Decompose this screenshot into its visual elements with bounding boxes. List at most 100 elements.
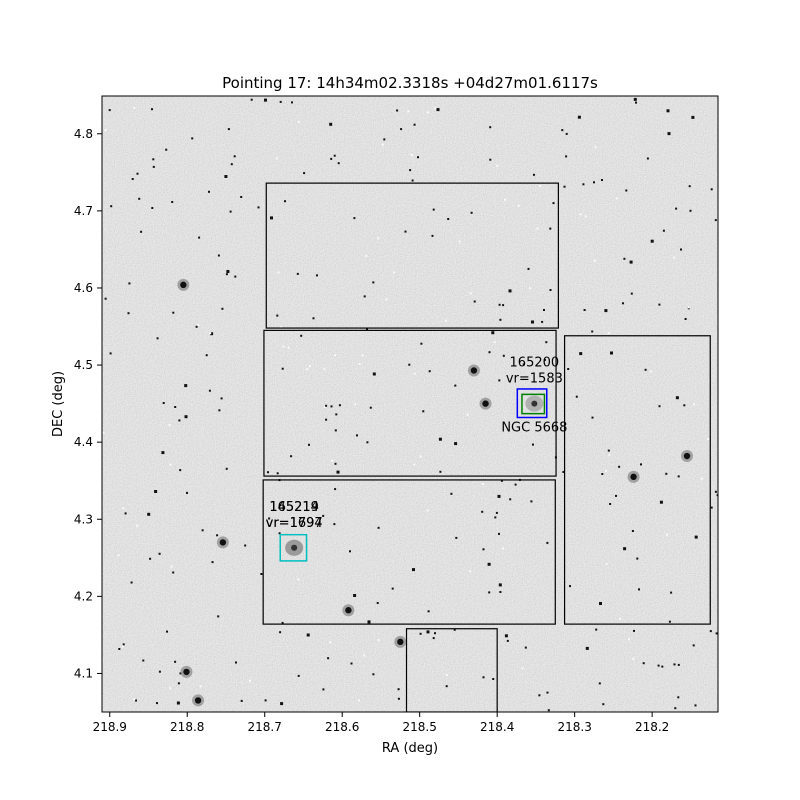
star [666, 109, 670, 113]
star [694, 704, 697, 707]
star [675, 396, 679, 400]
star [522, 363, 525, 366]
star [504, 198, 507, 201]
star [104, 129, 107, 132]
star [138, 197, 141, 200]
star [499, 591, 502, 593]
star [140, 230, 143, 233]
star [426, 630, 430, 634]
star [631, 530, 634, 532]
star [413, 123, 416, 126]
star [493, 341, 496, 344]
star [625, 189, 628, 192]
star [234, 275, 237, 278]
star [176, 701, 180, 705]
bright-star [219, 539, 227, 546]
star [110, 205, 113, 208]
star [361, 354, 364, 357]
star [714, 219, 717, 222]
star [372, 673, 375, 676]
field-rectangle [262, 479, 556, 625]
star [291, 101, 293, 104]
star [365, 254, 368, 257]
star [709, 630, 712, 633]
star [209, 332, 212, 335]
star [504, 634, 508, 638]
star [623, 547, 627, 551]
star [149, 557, 152, 560]
star [506, 639, 509, 642]
star [487, 562, 491, 566]
star [396, 109, 399, 112]
star [658, 303, 661, 306]
star [635, 101, 637, 104]
star [178, 419, 181, 422]
star [546, 691, 549, 694]
star [240, 196, 243, 198]
star [377, 526, 380, 529]
star [184, 384, 188, 388]
star [673, 256, 676, 259]
y-tick-label: 4.4 [74, 435, 93, 449]
star [469, 570, 472, 573]
star [636, 557, 639, 560]
star [453, 628, 456, 631]
star [334, 429, 337, 432]
star [532, 443, 534, 446]
star [279, 631, 282, 634]
star [174, 660, 177, 663]
star [628, 638, 630, 641]
star [498, 532, 500, 535]
star [488, 591, 491, 594]
star [577, 115, 581, 119]
star [610, 351, 613, 355]
star [565, 155, 568, 158]
star [689, 209, 692, 212]
bright-star [482, 400, 489, 407]
star [496, 164, 499, 167]
star [366, 328, 368, 331]
star [240, 699, 243, 702]
star [569, 585, 571, 588]
star [494, 516, 497, 519]
star [445, 674, 448, 676]
star [594, 146, 597, 149]
star [372, 281, 375, 284]
star [151, 108, 153, 111]
star [151, 207, 154, 209]
star [356, 434, 358, 437]
star [670, 591, 673, 594]
star [619, 617, 622, 620]
bright-star [683, 452, 691, 460]
star [404, 230, 407, 233]
star [169, 687, 172, 690]
star [563, 185, 566, 188]
star [297, 120, 300, 123]
star [191, 137, 194, 140]
star [488, 351, 491, 354]
y-tick-label: 4.6 [74, 281, 93, 295]
y-tick-label: 4.2 [74, 589, 93, 603]
star [715, 632, 718, 635]
star [455, 536, 458, 539]
star [552, 202, 555, 205]
star [381, 143, 384, 146]
star [508, 289, 512, 293]
sky-noise [102, 96, 718, 712]
star [543, 358, 546, 361]
star [549, 289, 552, 291]
star [438, 437, 442, 441]
star [334, 354, 336, 357]
star [152, 165, 155, 168]
star [303, 172, 306, 175]
bright-star [397, 638, 404, 646]
star [427, 610, 430, 613]
x-tick-label: 218.3 [557, 720, 591, 734]
galaxy-box [279, 533, 308, 562]
star [469, 292, 472, 295]
star [417, 156, 419, 159]
star [287, 346, 290, 349]
star [280, 702, 284, 706]
star [354, 403, 357, 406]
star [282, 345, 285, 348]
